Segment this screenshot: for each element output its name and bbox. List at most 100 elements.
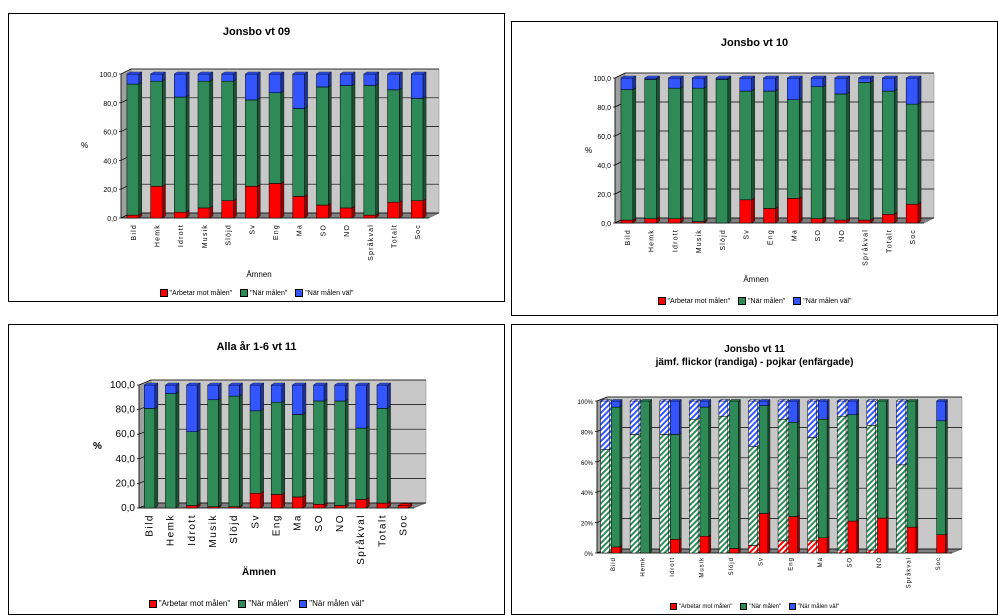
bar-nar — [376, 408, 388, 504]
bar-arbetar — [644, 218, 657, 224]
bar-narval-top — [691, 75, 708, 79]
gridline — [596, 396, 962, 402]
bar-narval-flickor — [896, 400, 906, 466]
bar-narval-side — [280, 71, 285, 94]
bar-narval-top — [762, 75, 780, 79]
bar-nar-pojkar-side — [649, 399, 652, 554]
bar-nar — [268, 92, 282, 184]
bar-arbetar — [221, 200, 234, 219]
bar-narval — [174, 73, 187, 98]
bar-arbetar — [197, 207, 211, 219]
bar-narval-pojkar-top — [817, 399, 830, 402]
bar-nar-flickor — [718, 415, 729, 554]
x-tick-label: Språkval — [906, 557, 913, 588]
bar-narval-pojkar-top — [847, 399, 860, 402]
legend-item-nar: "När målen" — [240, 289, 287, 297]
bar-narval-flickor-top — [688, 399, 701, 402]
bar-nar — [858, 82, 871, 221]
chart-plot: 0,0 20,0 40,0 60,0 80,0 100,0 Bild Hemk Idrott Mu… — [110, 379, 427, 565]
bar-narval-pojkar-side — [797, 399, 800, 423]
bar-nar-side — [846, 91, 850, 221]
y-tick-label: 60,0 — [116, 429, 136, 440]
bar-narval-flickor — [600, 400, 610, 450]
bar-nar-side — [345, 398, 349, 506]
gridline — [138, 379, 426, 386]
bar-narval — [668, 77, 681, 89]
y-tick-label: 40,0 — [116, 454, 136, 465]
bar-nar-side — [870, 79, 874, 221]
bar-narval-top — [810, 75, 827, 79]
x-tick-label: Soc — [415, 224, 422, 240]
x-tick-label: Musik — [202, 224, 209, 248]
bar-narval-pojkar-top — [699, 399, 712, 402]
bar-narval-flickor-top — [807, 399, 820, 402]
x-axis-label: Ämnen — [242, 567, 276, 578]
bar-narval-top — [355, 382, 371, 386]
bar-arbetar — [174, 211, 187, 219]
bar-narval-pojkar — [847, 400, 857, 415]
bar-narval-top — [249, 382, 265, 386]
bar-narval-top — [667, 75, 685, 79]
bar-arbetar — [376, 502, 388, 509]
bar-narval-top — [363, 71, 380, 75]
bar-nar — [249, 410, 261, 494]
y-tick-label: 80% — [581, 430, 594, 436]
bar-arbetar — [905, 203, 919, 224]
bar-narval — [644, 77, 657, 80]
bar-nar — [316, 86, 329, 206]
legend-item-arbetar: "Arbetar mot målen" — [657, 297, 731, 305]
x-tick-label: Språkval — [367, 224, 375, 261]
bar-narval-pojkar — [670, 400, 680, 435]
bar-nar-side — [656, 77, 660, 220]
bar-narval — [126, 73, 140, 85]
bar-nar-side — [703, 85, 708, 222]
x-tick-label: NO — [877, 557, 883, 568]
bar-arbetar-side — [257, 183, 261, 219]
bar-arbetar — [882, 214, 895, 224]
bar-arbetar-side — [328, 202, 332, 219]
bar-narval-side — [323, 382, 328, 402]
x-tick-label: Språkval — [862, 229, 870, 266]
y-tick-label: 0,0 — [121, 503, 135, 514]
bar-nar — [763, 90, 776, 209]
bar-narval — [313, 384, 325, 402]
y-axis-label: % — [585, 146, 593, 155]
y-tick-label: 100,0 — [99, 72, 117, 79]
bar-nar-flickor — [600, 449, 610, 554]
bar-arbetar-flickor — [807, 540, 817, 554]
bar-nar-side — [751, 88, 755, 201]
chart-legend: "Arbetar mot målen" "När målen" "När mål… — [9, 289, 504, 297]
bar-nar-side — [727, 77, 732, 224]
bar-narval-pojkar-side — [679, 399, 682, 435]
bar-arbetar-side — [302, 494, 307, 509]
bar-narval-flickor-top — [659, 399, 672, 402]
bar-nar-flickor — [836, 415, 847, 551]
legend-item-narval: "När målen väl" — [793, 297, 851, 305]
bar-arbetar-flickor — [836, 549, 847, 554]
bar-nar-side — [328, 84, 332, 206]
x-axis-label: Ämnen — [246, 270, 272, 279]
bar-narval-side — [751, 75, 755, 92]
bar-narval — [834, 77, 848, 95]
bar-narval — [387, 73, 400, 91]
bar-nar-pojkar-side — [826, 417, 830, 539]
x-tick-label: Idrott — [187, 514, 198, 546]
bar-narval-pojkar-side — [856, 399, 859, 416]
y-tick-label: 20% — [581, 522, 594, 528]
legend-label: "Arbetar mot målen" — [667, 297, 731, 305]
bar-narval-side — [366, 382, 370, 429]
bar-narval — [268, 73, 282, 93]
bar-narval-side — [196, 382, 201, 433]
bar-nar-pojkar-top — [640, 399, 653, 402]
bar-narval-pojkar-side — [945, 399, 948, 422]
x-tick-label: Sv — [759, 557, 765, 566]
legend-label: "När målen" — [248, 599, 292, 608]
bar-narval — [249, 384, 261, 412]
bar-arbetar — [858, 219, 871, 224]
chart-legend: "Arbetar mot målen" "När målen" "När mål… — [512, 603, 997, 610]
legend-label: "När målen väl" — [309, 599, 365, 608]
bar-narval — [292, 384, 304, 415]
bar-narval-side — [351, 71, 356, 86]
bar-nar-pojkar-top — [728, 399, 742, 402]
bar-arbetar — [245, 186, 258, 219]
